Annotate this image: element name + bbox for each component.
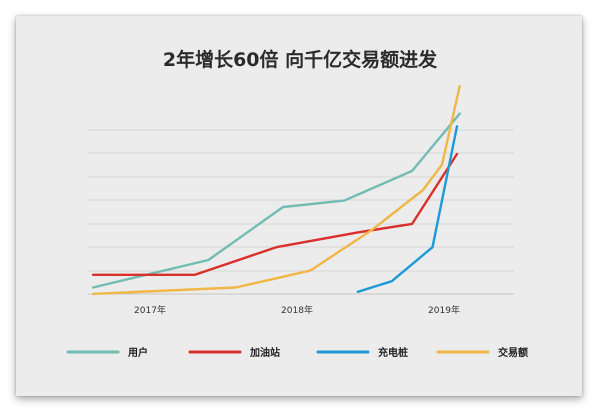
x-tick-label: 2019年: [428, 304, 460, 316]
legend-label: 加油站: [249, 346, 280, 359]
legend-label: 用户: [127, 346, 148, 359]
grid: [88, 129, 514, 295]
series-line-2: [356, 125, 459, 293]
series-line-0: [91, 112, 461, 289]
series-line-1: [91, 152, 459, 276]
x-tick-label: 2017年: [134, 304, 166, 316]
series-lines: [91, 84, 461, 296]
legend-label: 交易额: [498, 346, 528, 359]
legend-label: 充电桩: [378, 346, 408, 359]
x-tick-label: 2018年: [281, 304, 313, 316]
x-axis-ticks: 2017年 2018年 2019年: [134, 304, 460, 316]
legend: 用户 加油站 充电桩 交易额: [66, 346, 528, 359]
chart-title: 2年增长60倍 向千亿交易额进发: [163, 48, 438, 71]
series-line-3: [91, 84, 461, 296]
